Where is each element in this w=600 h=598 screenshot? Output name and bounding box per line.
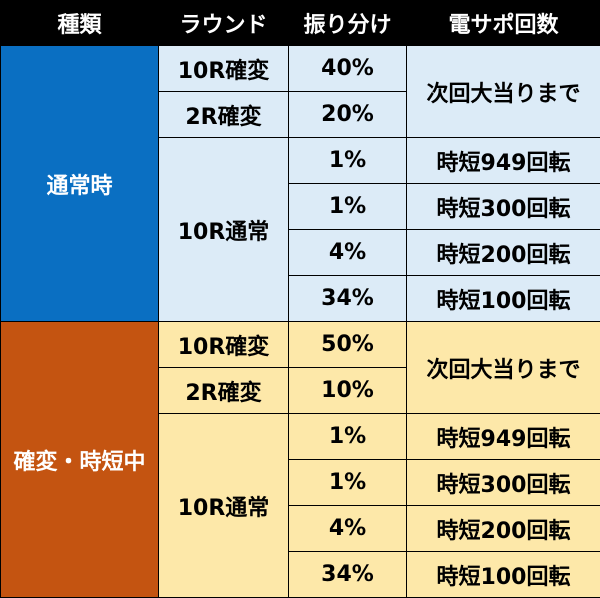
allocation-cell: 4% bbox=[289, 230, 407, 276]
header-type: 種類 bbox=[1, 1, 159, 46]
densapo-cell: 時短100回転 bbox=[407, 276, 600, 322]
allocation-cell: 50% bbox=[289, 322, 407, 368]
densapo-cell: 時短949回転 bbox=[407, 138, 600, 184]
allocation-cell: 1% bbox=[289, 138, 407, 184]
densapo-cell: 時短100回転 bbox=[407, 552, 600, 598]
allocation-cell: 1% bbox=[289, 460, 407, 506]
round-cell: 2R確変 bbox=[159, 92, 289, 138]
header-round: ラウンド bbox=[159, 1, 289, 46]
densapo-cell: 時短300回転 bbox=[407, 460, 600, 506]
densapo-cell: 時短949回転 bbox=[407, 414, 600, 460]
densapo-cell: 時短200回転 bbox=[407, 230, 600, 276]
round-cell: 10R確変 bbox=[159, 322, 289, 368]
header-row: 種類 ラウンド 振り分け 電サポ回数 bbox=[1, 1, 600, 46]
allocation-cell: 4% bbox=[289, 506, 407, 552]
table-row: 通常時 10R確変 40% 次回大当りまで bbox=[1, 46, 600, 92]
densapo-cell: 次回大当りまで bbox=[407, 46, 600, 138]
category-kakuhen: 確変・時短中 bbox=[1, 322, 159, 598]
category-normal: 通常時 bbox=[1, 46, 159, 322]
table-row: 確変・時短中 10R確変 50% 次回大当りまで bbox=[1, 322, 600, 368]
allocation-cell: 34% bbox=[289, 276, 407, 322]
round-cell: 10R確変 bbox=[159, 46, 289, 92]
allocation-cell: 20% bbox=[289, 92, 407, 138]
allocation-cell: 1% bbox=[289, 414, 407, 460]
densapo-cell: 時短300回転 bbox=[407, 184, 600, 230]
round-cell: 2R確変 bbox=[159, 368, 289, 414]
allocation-cell: 1% bbox=[289, 184, 407, 230]
round-cell: 10R通常 bbox=[159, 414, 289, 598]
allocation-cell: 40% bbox=[289, 46, 407, 92]
header-allocation: 振り分け bbox=[289, 1, 407, 46]
allocation-cell: 10% bbox=[289, 368, 407, 414]
header-densapo: 電サポ回数 bbox=[407, 1, 600, 46]
allocation-cell: 34% bbox=[289, 552, 407, 598]
round-cell: 10R通常 bbox=[159, 138, 289, 322]
densapo-cell: 時短200回転 bbox=[407, 506, 600, 552]
densapo-cell: 次回大当りまで bbox=[407, 322, 600, 414]
